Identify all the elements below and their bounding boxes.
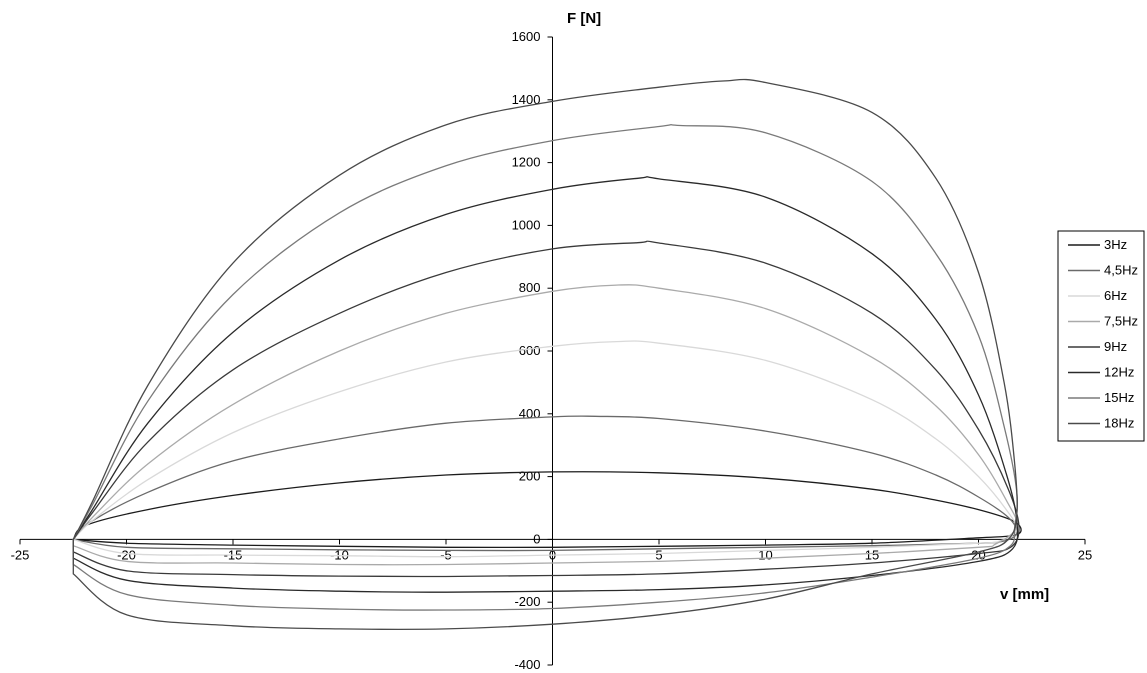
x-tick-label: 25 (1078, 547, 1092, 562)
legend-label: 9Hz (1104, 339, 1127, 354)
x-tick-label: -25 (11, 547, 30, 562)
y-tick-label: -400 (514, 657, 540, 672)
x-tick-label: -20 (117, 547, 136, 562)
legend-label: 7,5Hz (1104, 314, 1138, 329)
y-tick-label: 0 (533, 531, 540, 546)
axes: -25 -20 -15 -10 -5 0 5 10 15 20 25 -400-2000200400… (11, 29, 1093, 672)
y-tick-label: 1000 (512, 217, 541, 232)
series-line-12hz (72, 176, 1019, 593)
y-tick-label: 1400 (512, 92, 541, 107)
series-line-6hz (72, 340, 1018, 558)
y-axis-title: F [N] (567, 10, 601, 27)
series-line-4-5hz (71, 415, 1018, 552)
y-tick-label: 1600 (512, 29, 541, 44)
legend: 3Hz 4,5Hz 6Hz 7,5Hz 9Hz 12Hz 15Hz 18Hz (1057, 230, 1145, 442)
y-tick-label: 200 (519, 469, 541, 484)
y-tick-label: 1200 (512, 155, 541, 170)
legend-label: 18Hz (1104, 416, 1134, 431)
y-tick-label: 800 (519, 280, 541, 295)
y-tick-label: -200 (514, 594, 540, 609)
legend-box (1057, 230, 1145, 442)
legend-label: 4,5Hz (1104, 263, 1138, 278)
legend-label: 12Hz (1104, 365, 1134, 380)
series-line-7-5hz (72, 284, 1018, 566)
series-group (71, 78, 1022, 631)
legend-items: 3Hz 4,5Hz 6Hz 7,5Hz 9Hz 12Hz 15Hz 18Hz (1068, 237, 1138, 431)
legend-label: 15Hz (1104, 390, 1134, 405)
x-tick-label: 5 (655, 547, 662, 562)
series-line-9hz (72, 240, 1020, 578)
x-tick-label: -10 (330, 547, 349, 562)
legend-label: 6Hz (1104, 288, 1127, 303)
x-tick-label: 15 (865, 547, 879, 562)
y-tick-label: 600 (519, 343, 541, 358)
series-line-15hz (72, 124, 1019, 611)
x-axis-title: v [mm] (1000, 586, 1049, 603)
series-line-18hz (72, 78, 1018, 631)
series-line-3hz (71, 471, 1022, 549)
x-tick-label: -5 (440, 547, 452, 562)
legend-label: 3Hz (1104, 237, 1127, 252)
